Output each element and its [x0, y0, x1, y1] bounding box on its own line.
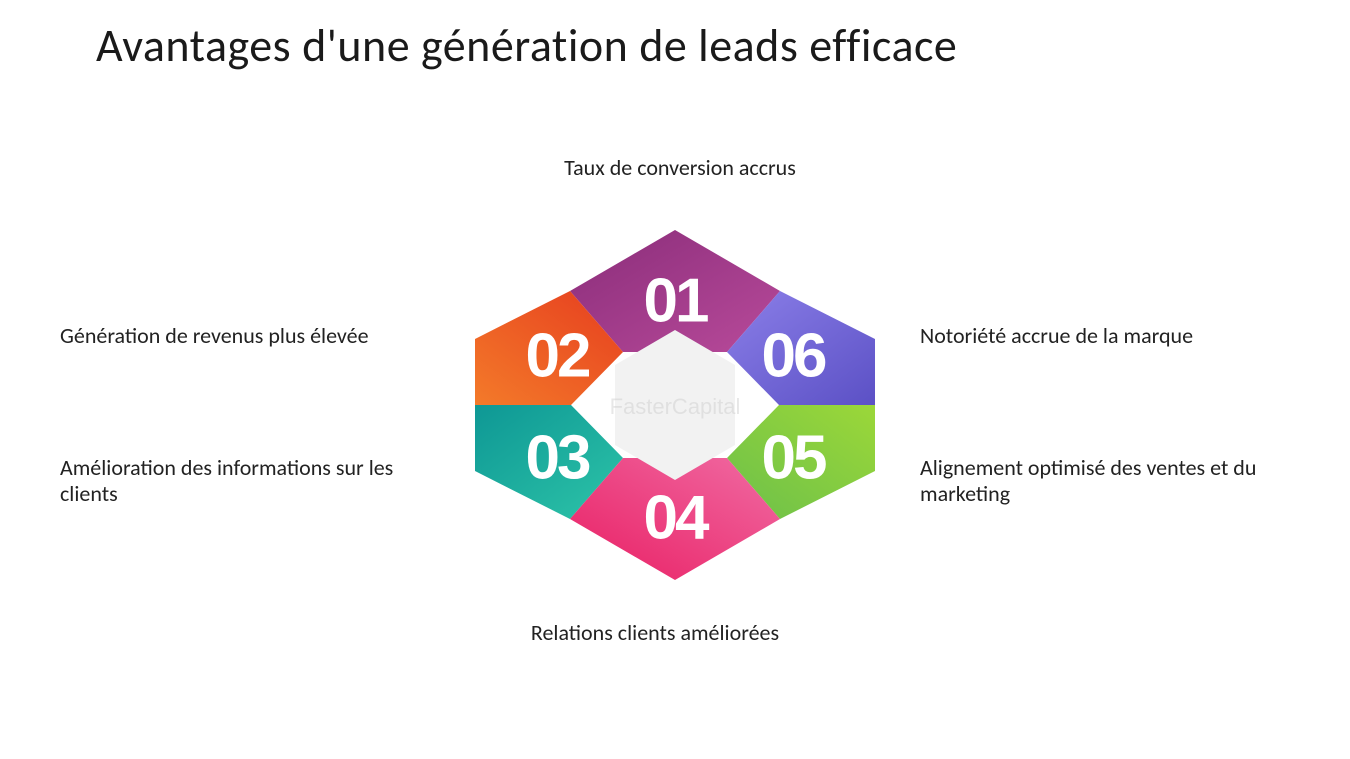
label-02: Génération de revenus plus élevée [60, 323, 430, 349]
watermark-text: FasterCapital [610, 394, 741, 419]
label-01: Taux de conversion accrus [480, 155, 880, 181]
number-05: 05 [762, 423, 826, 492]
number-04: 04 [644, 483, 710, 552]
hexagon-infographic: FasterCapital 01 02 03 04 05 06 [475, 230, 875, 580]
label-05: Alignement optimisé des ventes et du mar… [920, 455, 1300, 508]
label-06: Notoriété accrue de la marque [920, 323, 1300, 349]
hexagon-svg: FasterCapital 01 02 03 04 05 06 [475, 230, 875, 580]
label-04: Relations clients améliorées [430, 620, 880, 646]
number-06: 06 [762, 321, 826, 390]
label-03: Amélioration des informations sur les cl… [60, 455, 430, 508]
number-02: 02 [526, 321, 589, 390]
number-01: 01 [644, 266, 708, 335]
number-03: 03 [526, 423, 590, 492]
page-title: Avantages d'une génération de leads effi… [96, 18, 957, 74]
